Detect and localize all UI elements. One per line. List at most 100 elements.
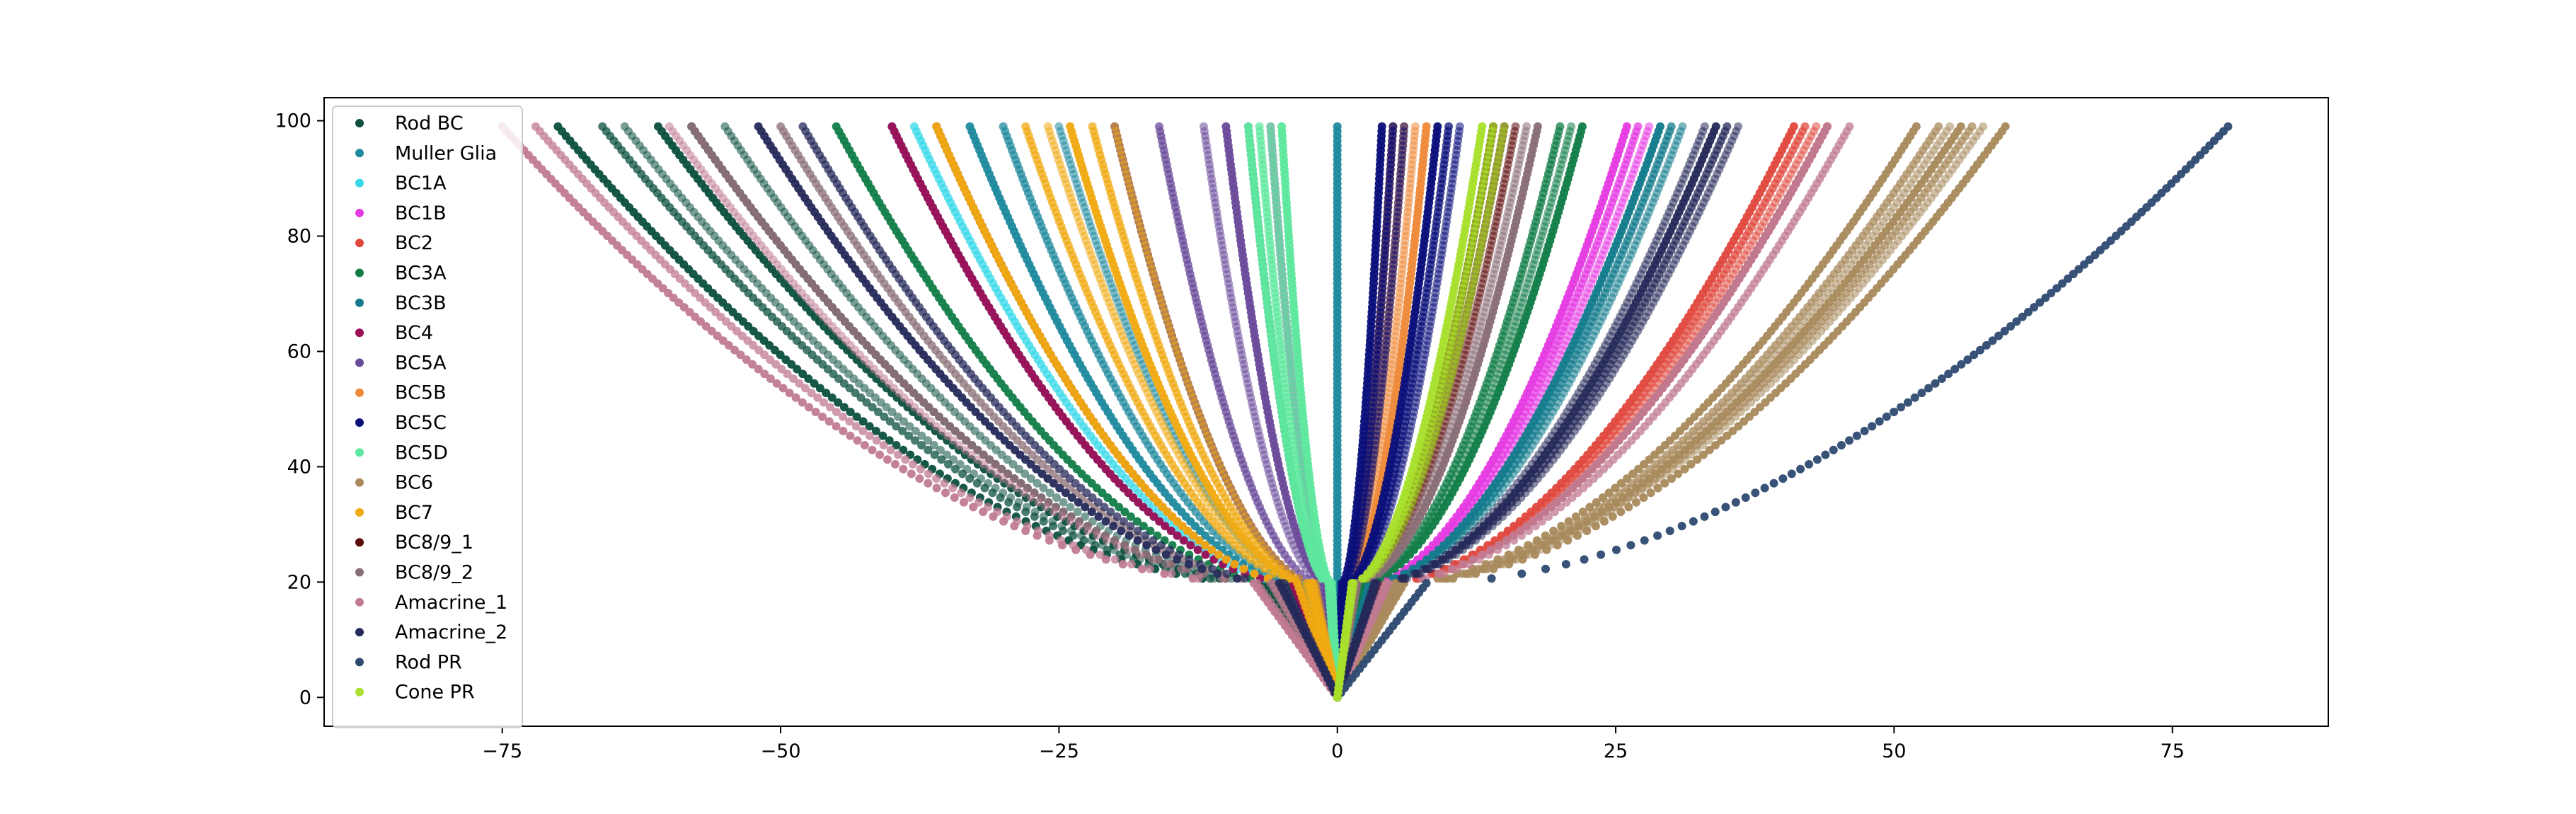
data-point [943,450,951,459]
data-point [876,398,885,407]
data-point [827,393,836,402]
data-point [1789,122,1798,131]
data-point [970,469,978,478]
data-point [553,122,563,131]
data-point [834,398,843,407]
data-point [787,360,796,369]
data-point [654,122,662,131]
data-point [720,122,730,131]
data-point [1410,122,1420,131]
data-point [924,445,933,454]
data-point [1221,122,1231,131]
data-point [1199,122,1208,131]
data-point [1577,122,1587,131]
data-point [874,408,882,416]
data-point [1556,122,1565,131]
data-point [1667,122,1676,131]
data-point [878,431,887,440]
data-point [1678,122,1687,131]
data-point [1039,483,1048,493]
data-point [1039,512,1048,521]
data-point [1014,498,1023,507]
data-point [929,441,938,449]
data-point [887,408,897,416]
data-point [1033,478,1042,488]
points-layer [498,122,2233,702]
data-point [620,122,629,131]
data-point [1622,122,1631,131]
data-point [781,355,790,365]
data-point [1014,464,1023,474]
data-point [892,422,901,431]
data-point [868,403,877,412]
data-point [991,483,1000,493]
data-point [924,436,933,445]
data-point [909,122,919,131]
data-point [1155,122,1163,131]
data-point [1645,122,1654,131]
data-point [1800,122,1810,131]
data-point [893,412,902,421]
data-point [1030,508,1040,517]
data-point [1003,455,1012,464]
data-point [1073,508,1082,517]
data-point [917,441,926,449]
data-point [846,408,855,416]
data-point [798,369,807,379]
data-point [911,426,920,435]
data-point [1193,545,1202,554]
data-point [839,403,849,412]
data-point [965,122,974,131]
data-point [870,393,880,402]
data-point [851,389,860,398]
data-point [885,417,895,426]
data-point [871,426,880,435]
data-point [917,431,926,440]
data-point [999,122,1008,131]
data-point [984,478,993,488]
data-point [810,379,819,388]
data-point [1026,474,1035,483]
data-point [1045,488,1054,498]
data-point [793,365,802,374]
data-point [880,412,889,421]
data-point [1052,493,1061,502]
data-point [1812,122,1821,131]
data-point [887,122,897,131]
data-point [804,374,813,383]
data-point [858,417,868,426]
data-point [885,436,894,445]
data-point [905,422,914,431]
data-point [977,474,985,483]
data-point [1333,122,1342,131]
data-point [904,431,913,440]
data-point [839,379,849,388]
data-point [832,122,841,131]
data-point [1656,122,1664,131]
data-point [1020,469,1030,478]
data-point [1008,459,1018,469]
data-point [1081,512,1090,521]
data-point [1054,122,1064,131]
data-point [1377,122,1386,131]
data-point [1422,122,1431,131]
data-point [1186,541,1195,550]
data-point [598,122,607,131]
data-point [1022,503,1031,512]
data-point [852,412,861,421]
data-point [882,403,891,412]
data-point [936,445,945,454]
data-point [892,441,901,449]
data-point [999,488,1008,498]
data-point [898,426,907,435]
data-point [1066,503,1075,512]
data-point [1059,498,1068,507]
data-point [955,459,965,469]
data-point [845,384,854,393]
data-point [815,384,824,393]
data-point [997,450,1006,459]
data-point [962,464,972,474]
data-point [930,450,939,459]
